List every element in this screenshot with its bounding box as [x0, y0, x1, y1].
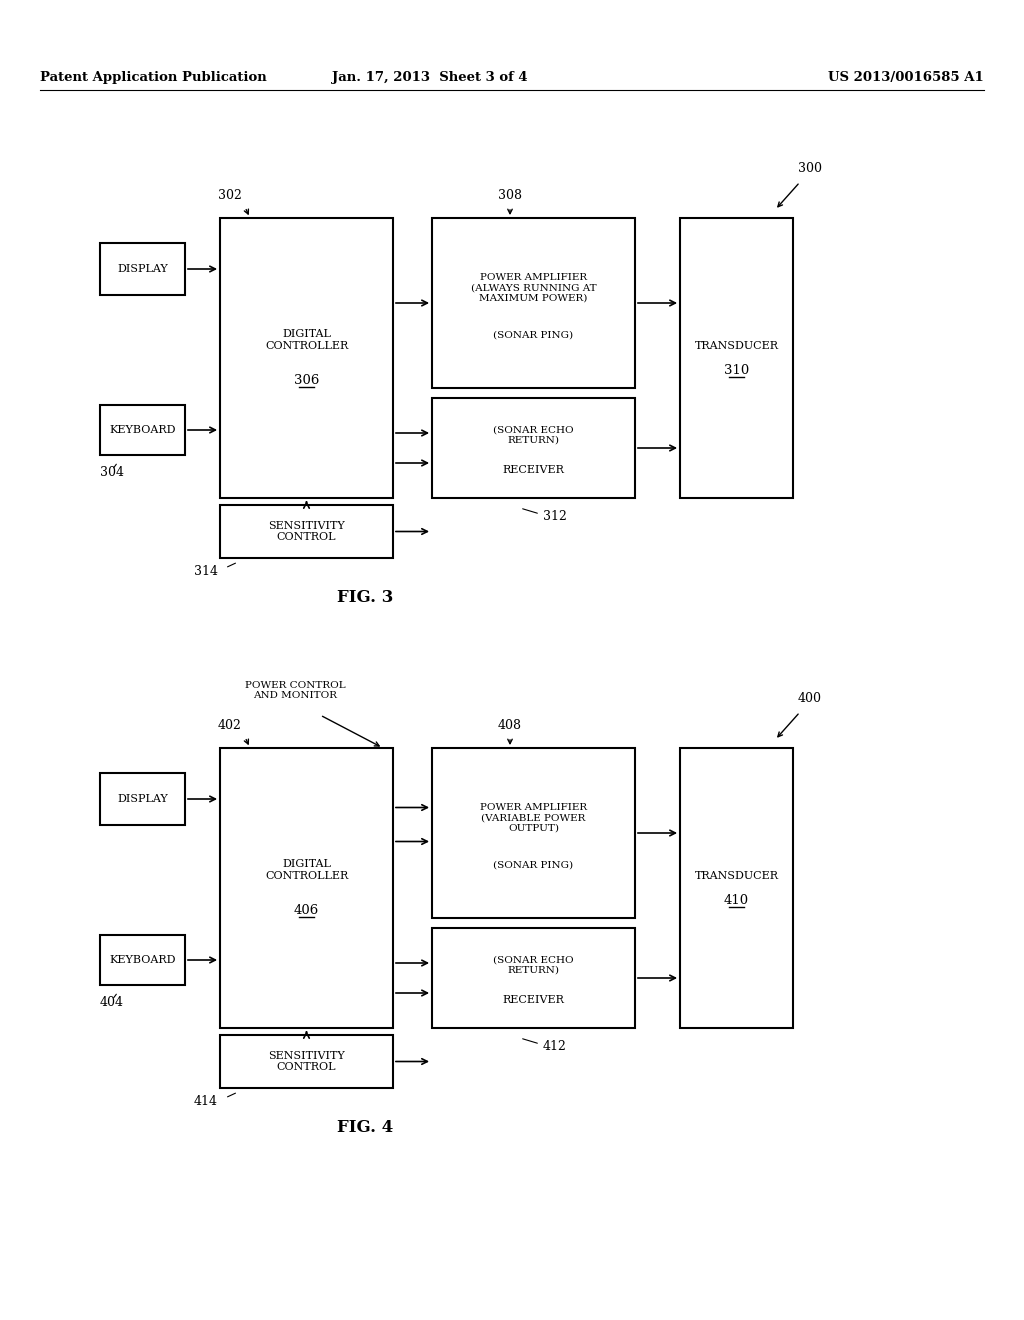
Text: TRANSDUCER: TRANSDUCER [694, 871, 778, 880]
Text: 308: 308 [498, 189, 522, 202]
Text: 408: 408 [498, 719, 522, 733]
Text: 300: 300 [798, 162, 822, 176]
Text: 310: 310 [724, 363, 750, 376]
Text: (SONAR PING): (SONAR PING) [494, 330, 573, 339]
Bar [432, 218, 635, 388]
Text: POWER AMPLIFIER
(VARIABLE POWER
OUTPUT): POWER AMPLIFIER (VARIABLE POWER OUTPUT) [480, 803, 587, 833]
Text: 302: 302 [218, 189, 242, 202]
Text: RECEIVER: RECEIVER [503, 465, 564, 475]
Text: 412: 412 [543, 1040, 567, 1053]
Bar [220, 748, 393, 1028]
Text: (SONAR ECHO
RETURN): (SONAR ECHO RETURN) [494, 425, 573, 445]
Text: FIG. 3: FIG. 3 [337, 590, 393, 606]
Text: POWER AMPLIFIER
(ALWAYS RUNNING AT
MAXIMUM POWER): POWER AMPLIFIER (ALWAYS RUNNING AT MAXIM… [471, 273, 596, 302]
Text: 304: 304 [100, 466, 124, 479]
Text: US 2013/0016585 A1: US 2013/0016585 A1 [828, 71, 984, 84]
Text: KEYBOARD: KEYBOARD [110, 954, 176, 965]
Text: (SONAR ECHO
RETURN): (SONAR ECHO RETURN) [494, 956, 573, 974]
Bar [100, 243, 185, 294]
Text: RECEIVER: RECEIVER [503, 995, 564, 1005]
Text: 404: 404 [100, 997, 124, 1008]
Text: SENSITIVITY
CONTROL: SENSITIVITY CONTROL [268, 1051, 345, 1072]
Text: DISPLAY: DISPLAY [117, 795, 168, 804]
Text: DIGITAL
CONTROLLER: DIGITAL CONTROLLER [265, 329, 348, 351]
Bar [680, 748, 793, 1028]
Text: SENSITIVITY
CONTROL: SENSITIVITY CONTROL [268, 520, 345, 543]
Text: TRANSDUCER: TRANSDUCER [694, 341, 778, 351]
Text: 406: 406 [294, 903, 319, 916]
Bar [680, 218, 793, 498]
Bar [432, 399, 635, 498]
Text: Patent Application Publication: Patent Application Publication [40, 71, 266, 84]
Text: (SONAR PING): (SONAR PING) [494, 861, 573, 870]
Text: KEYBOARD: KEYBOARD [110, 425, 176, 436]
Bar [100, 774, 185, 825]
Text: 414: 414 [194, 1096, 218, 1107]
Text: DISPLAY: DISPLAY [117, 264, 168, 275]
Bar [100, 935, 185, 985]
Bar [432, 748, 635, 917]
Text: Jan. 17, 2013  Sheet 3 of 4: Jan. 17, 2013 Sheet 3 of 4 [332, 71, 527, 84]
Text: DIGITAL
CONTROLLER: DIGITAL CONTROLLER [265, 859, 348, 880]
Text: FIG. 4: FIG. 4 [337, 1119, 393, 1137]
Bar [100, 405, 185, 455]
Bar [220, 506, 393, 558]
Bar [432, 928, 635, 1028]
Text: 400: 400 [798, 692, 822, 705]
Text: 312: 312 [543, 510, 567, 523]
Text: 314: 314 [194, 565, 218, 578]
Bar [220, 218, 393, 498]
Text: 306: 306 [294, 374, 319, 387]
Text: 402: 402 [218, 719, 242, 733]
Text: 410: 410 [724, 894, 750, 907]
Text: POWER CONTROL
AND MONITOR: POWER CONTROL AND MONITOR [245, 681, 345, 700]
Bar [220, 1035, 393, 1088]
